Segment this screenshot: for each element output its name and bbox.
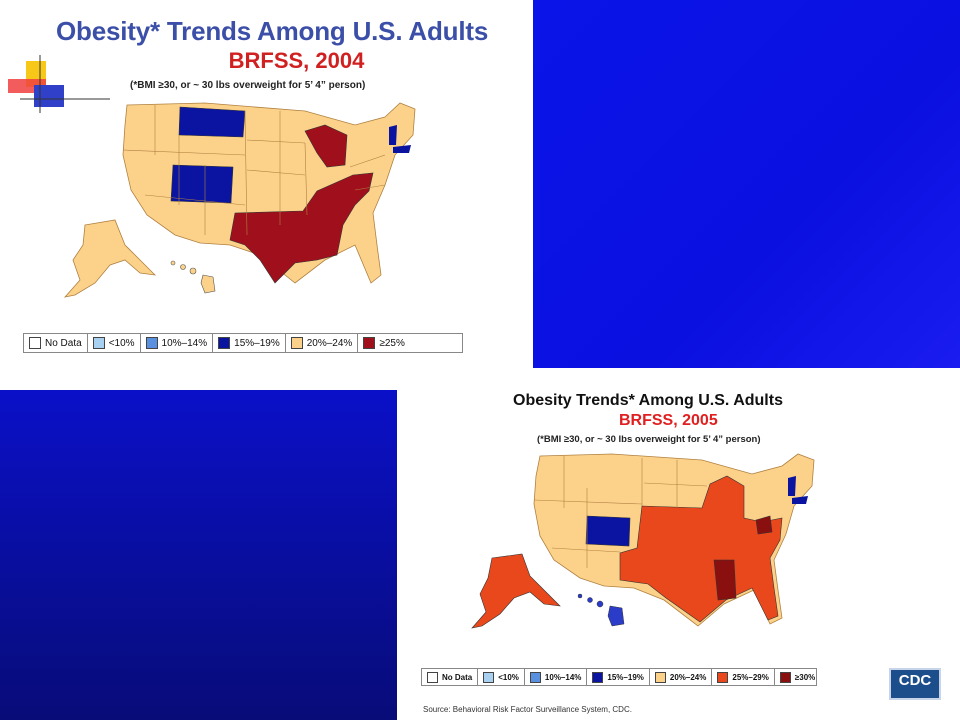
legend-2004-item-15-19: 15%–19% (213, 334, 286, 352)
slide-2005: Obesity Trends* Among U.S. Adults BRFSS,… (397, 368, 960, 720)
map-2005-title: Obesity Trends* Among U.S. Adults (513, 392, 783, 409)
alaska-region (63, 219, 157, 298)
legend-label: <10% (498, 672, 519, 682)
legend-swatch (529, 671, 541, 683)
utah-colorado-region (170, 164, 234, 204)
legend-2005-item-10-14: 10%–14% (525, 669, 588, 685)
legend-label: 15%–19% (607, 672, 644, 682)
michigan-region (304, 124, 348, 168)
legend-label: 20%–24% (306, 337, 353, 349)
massachusetts-region (393, 145, 411, 153)
map-2005-subtitle: BRFSS, 2005 (619, 412, 718, 429)
legend-2004-item-10-14: 10%–14% (141, 334, 214, 352)
us-map-2005 (471, 453, 815, 629)
cdc-logo: CDC (889, 668, 941, 700)
vermont-region (788, 476, 796, 496)
us-map-2004 (63, 102, 416, 298)
legend-label: 20%–24% (669, 672, 707, 682)
montana-region (178, 106, 246, 138)
blue-background-panel-right (533, 0, 960, 368)
mississippi-region (713, 559, 737, 601)
legend-2005-item-30plus: ≥30% (775, 669, 820, 685)
legend-swatch (290, 337, 303, 349)
map-2004-title: Obesity* Trends Among U.S. Adults (56, 16, 489, 46)
slide-decoration-graphic (8, 55, 110, 113)
legend-2005-item-no-data: No Data (422, 669, 479, 685)
legend-swatch (218, 337, 231, 349)
legend-swatch (29, 337, 41, 349)
map-2005-legend: No Data <10% 10%–14% 15%–19% 20%–24% 25%… (421, 668, 817, 686)
map-2004-legend: No Data <10% 10%–14% 15%–19% 20%–24% ≥25… (23, 333, 463, 353)
legend-2005-item-25-29: 25%–29% (712, 669, 775, 685)
legend-swatch (427, 671, 438, 683)
legend-2005-item-20-24: 20%–24% (650, 669, 713, 685)
blue-background-panel-left (0, 390, 397, 720)
massachusetts-region (792, 496, 808, 504)
legend-2004-item-no-data: No Data (24, 334, 88, 352)
south-central-red-region (229, 172, 374, 284)
legend-label: ≥30% (794, 672, 816, 682)
legend-2004-item-25plus: ≥25% (358, 334, 410, 352)
legend-label: 15%–19% (234, 337, 280, 349)
map-2004-subtitle: BRFSS, 2004 (228, 48, 365, 73)
legend-swatch (363, 337, 376, 349)
legend-label: <10% (108, 337, 135, 349)
legend-swatch (717, 671, 729, 683)
legend-label: ≥25% (379, 337, 405, 349)
map-2004-note: (*BMI ≥30, or ~ 30 lbs overweight for 5’… (130, 80, 366, 91)
cdc-logo-text: CDC (898, 672, 932, 689)
legend-swatch (592, 671, 604, 683)
legend-2004-item-20-24: 20%–24% (286, 334, 359, 352)
legend-2005-item-15-19: 15%–19% (587, 669, 650, 685)
central-orange-region (619, 475, 783, 623)
legend-label: 10%–14% (544, 672, 582, 682)
legend-label: 10%–14% (161, 337, 208, 349)
legend-label: 25%–29% (732, 672, 769, 682)
legend-swatch (779, 671, 791, 683)
west-virginia-region (755, 515, 773, 535)
legend-swatch (483, 671, 495, 683)
legend-2005-item-lt10: <10% (478, 669, 525, 685)
legend-label: No Data (45, 337, 82, 349)
hawaii-region (170, 260, 216, 294)
alaska-region (471, 553, 561, 629)
legend-swatch (145, 337, 158, 349)
legend-swatch (92, 337, 105, 349)
map-2005-source: Source: Behavioral Risk Factor Surveilla… (423, 705, 632, 714)
legend-2004-item-lt10: <10% (88, 334, 141, 352)
vermont-region (389, 125, 397, 145)
legend-swatch (654, 671, 666, 683)
colorado-region (585, 515, 631, 547)
slide-2004: Obesity* Trends Among U.S. Adults BRFSS,… (0, 0, 533, 368)
hawaii-region (577, 593, 625, 627)
legend-label: No Data (442, 672, 473, 682)
map-2005-note: (*BMI ≥30, or ~ 30 lbs overweight for 5’… (537, 434, 761, 445)
